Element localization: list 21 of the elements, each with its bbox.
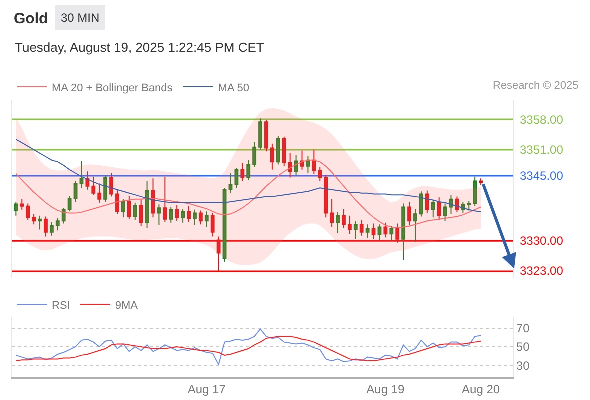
ref-line-label: 3358.00 bbox=[520, 113, 564, 127]
text: Research © 2025 bbox=[493, 80, 579, 92]
ref-line-label: 3351.00 bbox=[520, 143, 564, 157]
ref-line-label: 3345.00 bbox=[520, 169, 564, 183]
legend-label: RSI bbox=[52, 300, 70, 312]
x-tick-label: Aug 17 bbox=[188, 382, 226, 396]
legend-label: 9MA bbox=[115, 300, 139, 312]
chart-title: Gold bbox=[14, 10, 48, 28]
line-series bbox=[16, 336, 482, 362]
chart-subtitle: Tuesday, August 19, 2025 1:22:45 PM CET bbox=[15, 40, 264, 55]
y-tick-label: 70 bbox=[516, 321, 530, 336]
ref-line-label: 3323.00 bbox=[520, 264, 564, 278]
legend-label: MA 50 bbox=[218, 82, 250, 94]
legend-label: MA 20 + Bollinger Bands bbox=[52, 82, 174, 94]
ref-line-label: 3330.00 bbox=[520, 234, 564, 248]
x-tick-label: Aug 19 bbox=[366, 382, 406, 396]
y-tick-label: 50 bbox=[516, 340, 530, 354]
line-series bbox=[16, 328, 482, 366]
x-tick-label: Aug 20 bbox=[462, 382, 500, 396]
y-tick-label: 30 bbox=[516, 358, 530, 373]
text: 30 MIN bbox=[61, 11, 100, 25]
